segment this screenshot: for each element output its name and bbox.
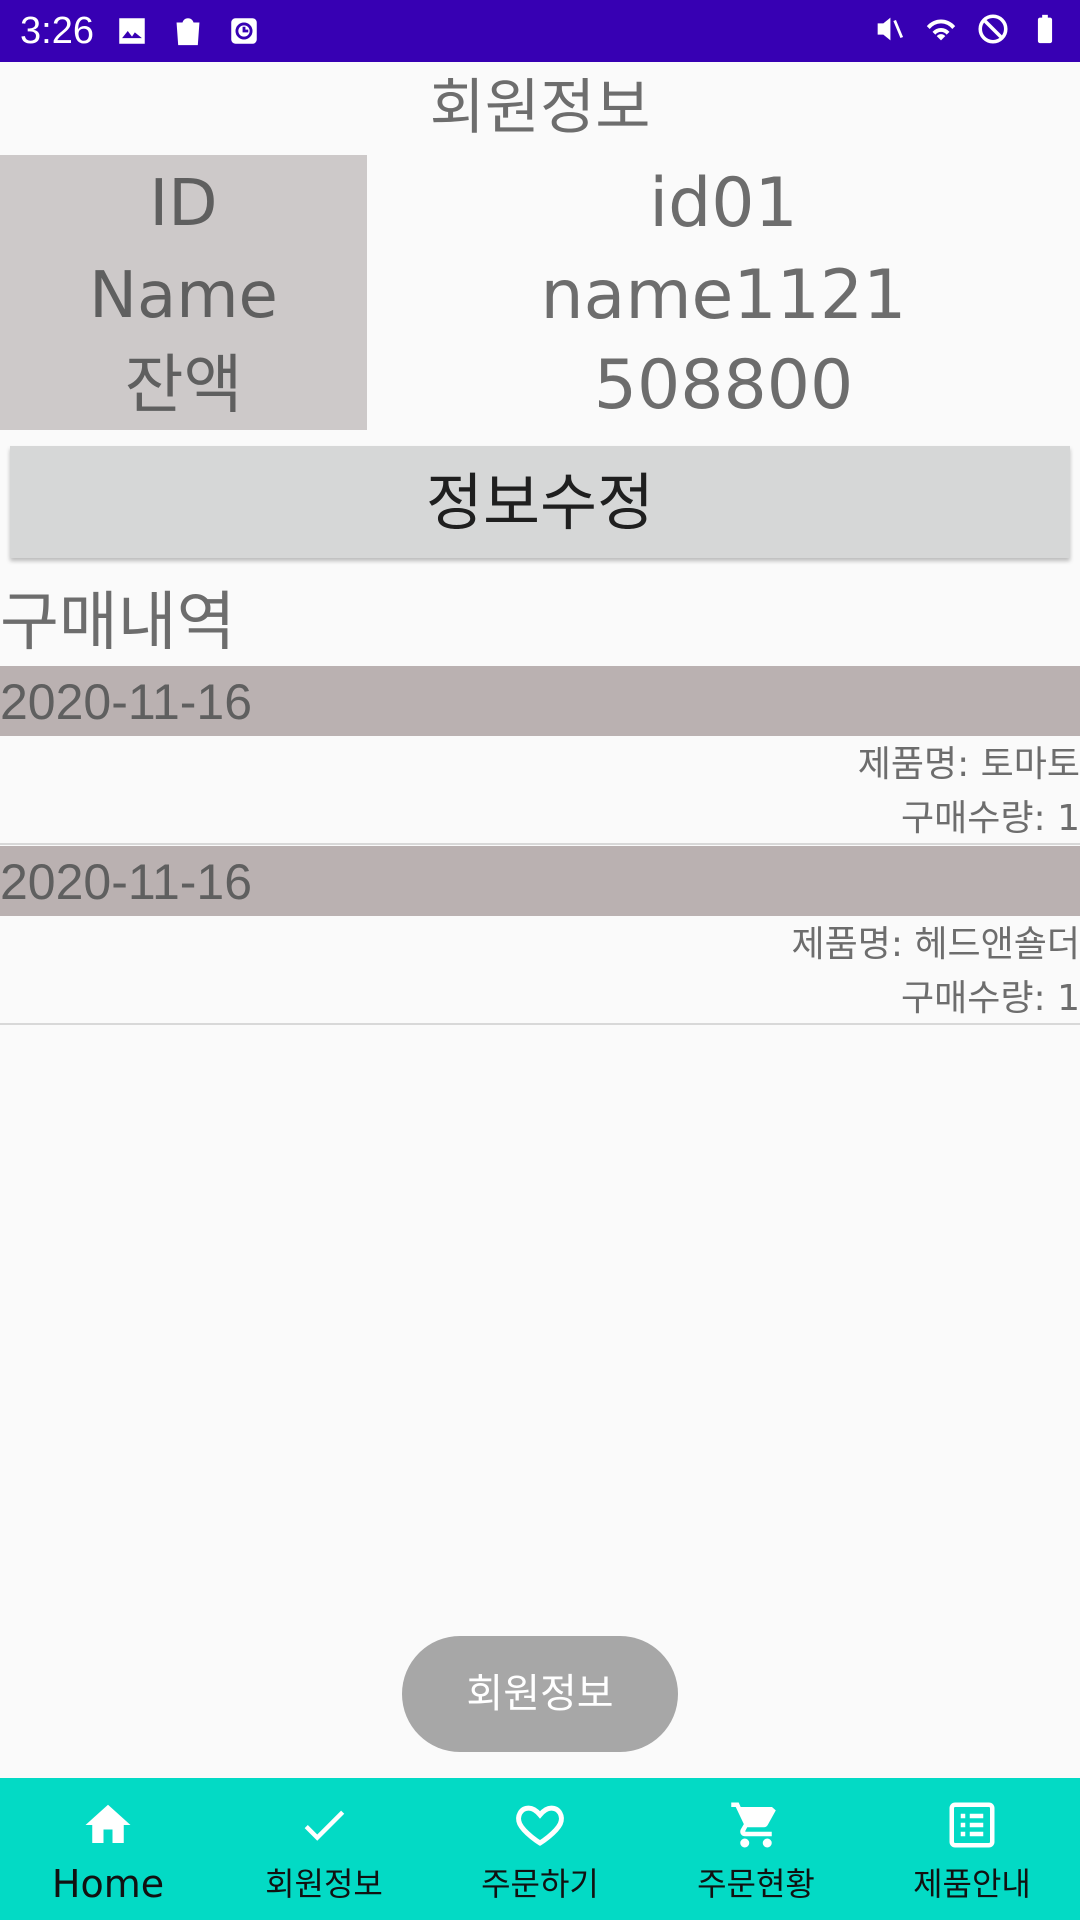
heart-icon bbox=[516, 1805, 564, 1846]
shopping-bag-icon bbox=[176, 18, 200, 46]
purchase-date[interactable]: 2020-11-16 bbox=[0, 666, 1080, 736]
nav-label-home: Home bbox=[51, 1862, 165, 1906]
purchase-date[interactable]: 2020-11-16 bbox=[0, 846, 1080, 916]
purchase-product: 제품명: 헤드앤숄더 bbox=[791, 924, 1080, 965]
image-icon bbox=[119, 18, 145, 44]
bottom-navigation: Home 회원정보 주문하기 주문현황 제품안내 bbox=[0, 1778, 1080, 1920]
home-icon bbox=[85, 1804, 131, 1843]
toast-message: 회원정보 bbox=[402, 1636, 678, 1752]
name-value: name1121 bbox=[540, 256, 907, 335]
divider bbox=[0, 843, 1080, 845]
clock-app-icon bbox=[231, 18, 257, 44]
nav-label-product-info: 제품안내 bbox=[913, 1865, 1031, 1903]
purchase-quantity: 구매수량: 1 bbox=[901, 978, 1080, 1019]
nav-label-order-status: 주문현황 bbox=[697, 1865, 815, 1903]
cart-icon bbox=[731, 1802, 776, 1848]
id-label: ID bbox=[149, 167, 218, 241]
purchase-history-title: 구매내역 bbox=[0, 586, 236, 660]
wifi-icon bbox=[926, 19, 956, 41]
status-time: 3:26 bbox=[20, 10, 94, 52]
id-value: id01 bbox=[649, 164, 798, 243]
member-info-label-panel bbox=[0, 155, 367, 430]
balance-label: 잔액 bbox=[124, 349, 243, 423]
page-title: 회원정보 bbox=[429, 73, 651, 143]
name-label: Name bbox=[89, 259, 278, 333]
edit-info-button[interactable]: 정보수정 bbox=[10, 446, 1070, 558]
purchase-quantity: 구매수량: 1 bbox=[901, 798, 1080, 839]
check-icon bbox=[304, 1810, 345, 1841]
purchase-product: 제품명: 토마토 bbox=[857, 744, 1080, 785]
status-bar: 3:26 bbox=[0, 0, 1080, 62]
vibrate-mute-icon bbox=[877, 17, 904, 41]
balance-value: 508800 bbox=[593, 346, 854, 425]
nav-label-order: 주문하기 bbox=[481, 1865, 599, 1903]
nav-label-member-info: 회원정보 bbox=[265, 1865, 383, 1903]
battery-icon bbox=[1037, 14, 1053, 44]
nav-item-member-info[interactable]: 회원정보 bbox=[216, 1778, 432, 1920]
nav-item-order-status[interactable]: 주문현황 bbox=[648, 1778, 864, 1920]
list-icon bbox=[949, 1802, 995, 1848]
do-not-disturb-icon bbox=[978, 14, 1008, 44]
nav-item-home[interactable]: Home bbox=[0, 1778, 216, 1920]
divider bbox=[0, 1023, 1080, 1025]
nav-item-product-info[interactable]: 제품안내 bbox=[864, 1778, 1080, 1920]
nav-item-order[interactable]: 주문하기 bbox=[432, 1778, 648, 1920]
